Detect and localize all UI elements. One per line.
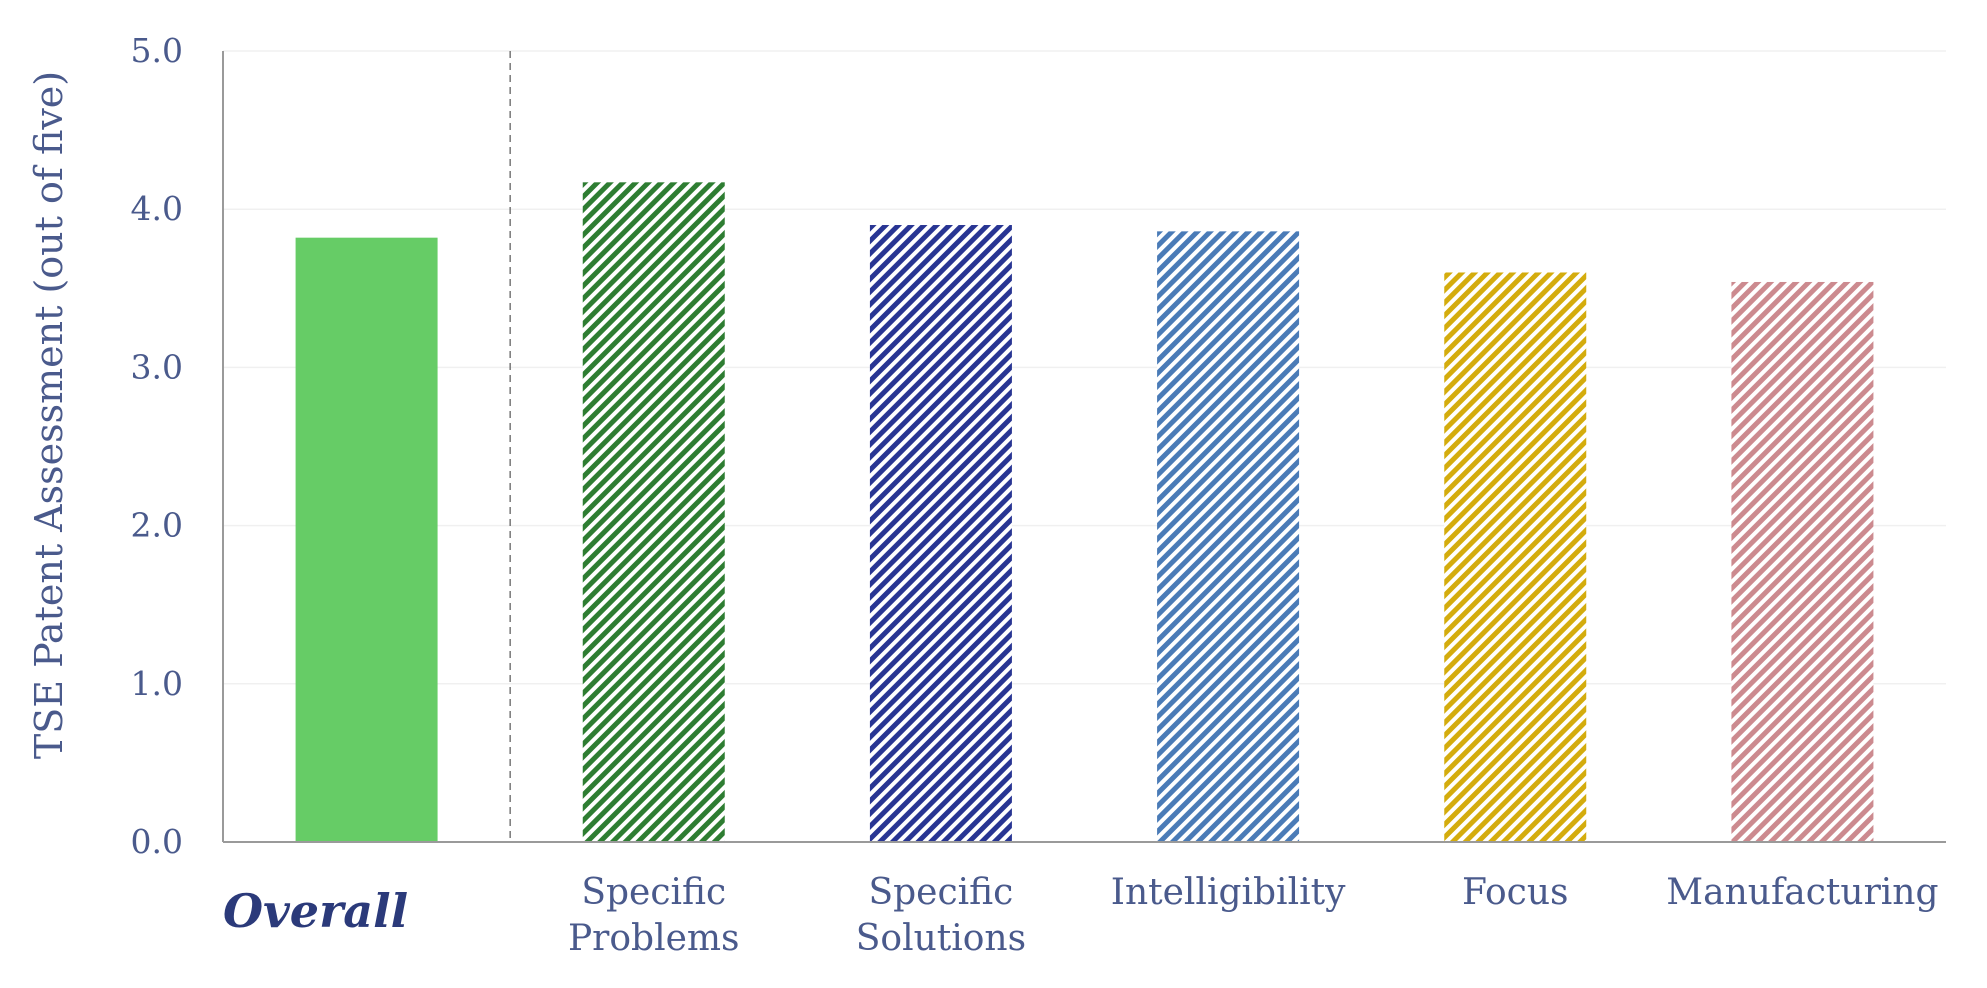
- bar: [1731, 281, 1874, 842]
- bar: [1157, 231, 1300, 842]
- bar: [295, 237, 438, 842]
- x-tick-label: Overall: [223, 884, 408, 938]
- x-tick-label: Specific: [581, 872, 726, 913]
- y-tick-label: 3.0: [131, 347, 183, 386]
- x-tick-label: Solutions: [856, 918, 1026, 959]
- x-tick-label: Intelligibility: [1111, 872, 1346, 913]
- y-tick-label: 2.0: [131, 506, 183, 545]
- labels: 0.0 1.0 2.0 3.0 4.0 5.0 Overall Specific Problem…: [131, 31, 1939, 959]
- x-tick-label: Focus: [1462, 872, 1569, 913]
- axes: [222, 51, 1946, 843]
- x-tick-label: Specific: [868, 872, 1013, 913]
- x-tick-label: Problems: [568, 918, 740, 959]
- y-tick-label: 5.0: [131, 31, 183, 70]
- y-tick-label: 0.0: [131, 822, 183, 861]
- gridlines: [223, 50, 1946, 685]
- x-tick-label: Manufacturing: [1666, 872, 1938, 913]
- bar: [1444, 272, 1587, 843]
- y-axis-title: TSE Patent Assessment (out of five): [27, 71, 71, 759]
- bar: [582, 182, 725, 842]
- bar: [869, 225, 1012, 842]
- bars: [295, 182, 1874, 843]
- y-tick-label: 4.0: [131, 189, 183, 228]
- y-tick-label: 1.0: [131, 664, 183, 703]
